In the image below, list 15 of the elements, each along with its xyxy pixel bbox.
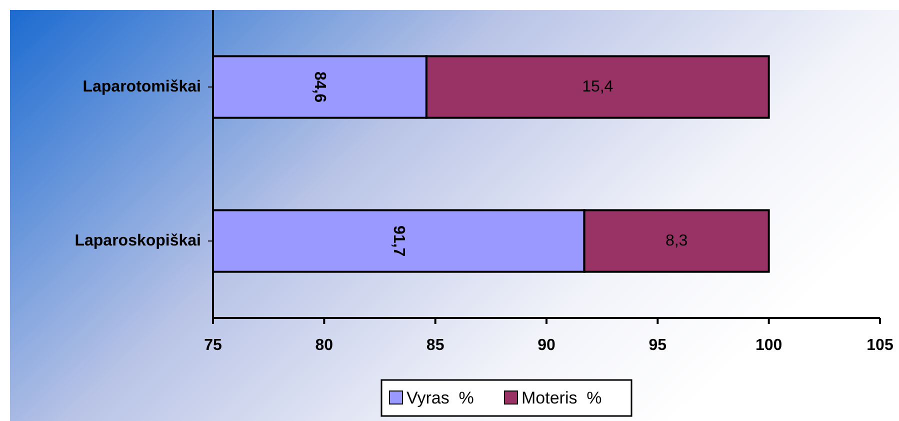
x-tick-label: 80 (315, 337, 334, 354)
legend-label: Vyras % (406, 388, 474, 408)
data-label: 8,3 (665, 232, 688, 250)
x-tick-label: 105 (866, 337, 894, 354)
x-tick-label: 85 (426, 337, 444, 354)
x-tick-label: 90 (538, 337, 556, 354)
data-label: 91,7 (390, 225, 408, 257)
x-tick-label: 75 (204, 337, 222, 354)
x-tick-label: 95 (648, 337, 667, 354)
data-label: 15,4 (582, 78, 614, 96)
legend-label: Moteris % (522, 388, 602, 408)
x-tick-label: 100 (755, 337, 782, 354)
y-tick-label: Laparotomiškai (82, 78, 201, 96)
data-label: 84,6 (311, 71, 328, 103)
y-tick-label: Laparoskopiškai (74, 232, 201, 250)
